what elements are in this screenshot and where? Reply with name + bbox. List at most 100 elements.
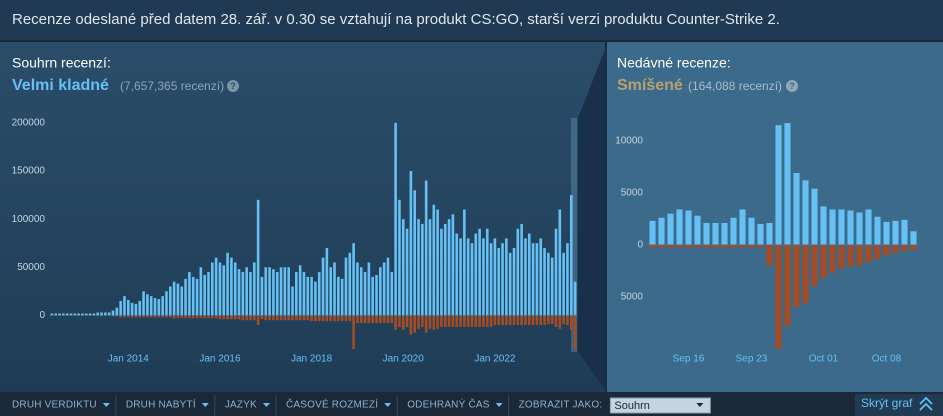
negative-bar: [298, 315, 302, 321]
positive-bar: [569, 195, 573, 316]
positive-bar: [207, 272, 210, 316]
negative-bar: [874, 244, 881, 260]
negative-bar: [363, 315, 367, 324]
negative-bar: [256, 315, 260, 326]
dropdown-arrow[interactable]: [384, 403, 392, 407]
negative-bar: [390, 315, 394, 324]
negative-bar: [199, 315, 203, 319]
positive-bar: [394, 122, 397, 316]
negative-bar: [703, 244, 710, 248]
dropdown-arrow[interactable]: [495, 403, 503, 407]
negative-bar: [115, 315, 119, 317]
negative-bar: [321, 315, 325, 322]
negative-bar: [176, 315, 180, 319]
negative-bar: [482, 315, 485, 327]
positive-bar: [721, 222, 728, 245]
positive-bar: [459, 238, 462, 316]
negative-bar: [348, 315, 352, 322]
negative-bar: [134, 315, 138, 318]
hide-graph-button[interactable]: [855, 394, 943, 416]
y-tick-label: 50000: [17, 262, 45, 273]
positive-bar: [676, 209, 683, 245]
display-label: ZOBRAZIT JAKO:: [519, 400, 603, 411]
negative-bar: [325, 315, 329, 322]
negative-bar: [233, 315, 237, 320]
positive-bar: [222, 265, 226, 316]
negative-bar: [739, 244, 746, 248]
positive-bar: [386, 257, 390, 316]
negative-bar: [138, 315, 142, 318]
negative-bar: [730, 244, 737, 248]
positive-bar: [65, 313, 69, 316]
display-select[interactable]: [609, 397, 711, 414]
negative-bar: [157, 315, 161, 318]
positive-bar: [138, 300, 142, 316]
hide-graph[interactable]: Skrýt graf: [861, 396, 913, 410]
collapse-icon[interactable]: [919, 396, 933, 411]
positive-bar: [539, 238, 543, 316]
positive-bar: [524, 238, 527, 316]
y-tick-label: 0: [637, 239, 643, 250]
display-selected[interactable]: Souhrn: [614, 400, 649, 412]
negative-bar: [249, 315, 252, 321]
positive-bar: [352, 243, 355, 316]
positive-bar: [325, 248, 329, 316]
positive-bar: [516, 228, 520, 316]
negative-bar: [386, 315, 390, 324]
positive-bar: [226, 252, 229, 316]
dropdown-arrow[interactable]: [102, 403, 110, 407]
positive-bar: [253, 262, 256, 316]
negative-bar: [295, 315, 298, 321]
negative-bar: [382, 315, 386, 324]
negative-bar: [359, 315, 363, 324]
positive-bar: [333, 262, 336, 316]
positive-bar: [310, 276, 313, 316]
positive-bar: [203, 274, 206, 316]
negative-bar: [910, 244, 917, 250]
negative-bar: [566, 315, 569, 326]
negative-bar: [317, 315, 321, 322]
positive-bar: [104, 312, 107, 316]
negative-bar: [539, 315, 543, 326]
negative-bar: [119, 315, 122, 318]
positive-bar: [348, 252, 352, 316]
positive-bar: [447, 219, 451, 316]
negative-bar: [253, 315, 256, 321]
filter-dropdown[interactable]: DRUH NABYTÍ: [126, 398, 196, 411]
filter-dropdown[interactable]: ODEHRANÝ ČAS: [407, 398, 490, 411]
negative-bar: [658, 244, 665, 248]
zoom-wedge: [578, 44, 607, 392]
help-icon[interactable]: [227, 80, 239, 92]
help-glyph[interactable]: ?: [230, 81, 236, 91]
recent-count: (164,088 recenzí): [688, 79, 782, 93]
help-glyph[interactable]: ?: [789, 81, 795, 91]
negative-bar: [508, 315, 512, 326]
recent-highlight: [571, 118, 577, 352]
positive-bar: [230, 257, 233, 316]
positive-bar: [130, 302, 134, 316]
filter-dropdown[interactable]: JAZYK: [225, 400, 257, 411]
positive-bar: [272, 269, 275, 316]
positive-bar: [264, 267, 268, 316]
positive-bar: [547, 252, 550, 316]
positive-bar: [321, 257, 325, 316]
negative-bar: [676, 244, 683, 248]
negative-bar: [428, 315, 432, 329]
help-icon[interactable]: [786, 80, 798, 92]
positive-bar: [100, 312, 103, 316]
recent-label: Nedávné recenze:: [617, 55, 731, 71]
positive-bar: [520, 223, 523, 316]
positive-bar: [428, 219, 432, 316]
negative-bar: [375, 315, 378, 324]
positive-bar: [482, 238, 485, 316]
filter-dropdown[interactable]: DRUH VERDIKTU: [12, 400, 97, 411]
dropdown-arrow[interactable]: [201, 403, 209, 407]
select-arrow[interactable]: [696, 403, 704, 407]
negative-bar: [310, 315, 313, 322]
dropdown-arrow[interactable]: [262, 403, 270, 407]
positive-bar: [401, 219, 405, 316]
filter-dropdown[interactable]: ČASOVÉ ROZMEZÍ: [286, 398, 378, 411]
negative-bar: [302, 315, 306, 321]
positive-bar: [409, 170, 413, 316]
negative-bar: [371, 315, 374, 324]
